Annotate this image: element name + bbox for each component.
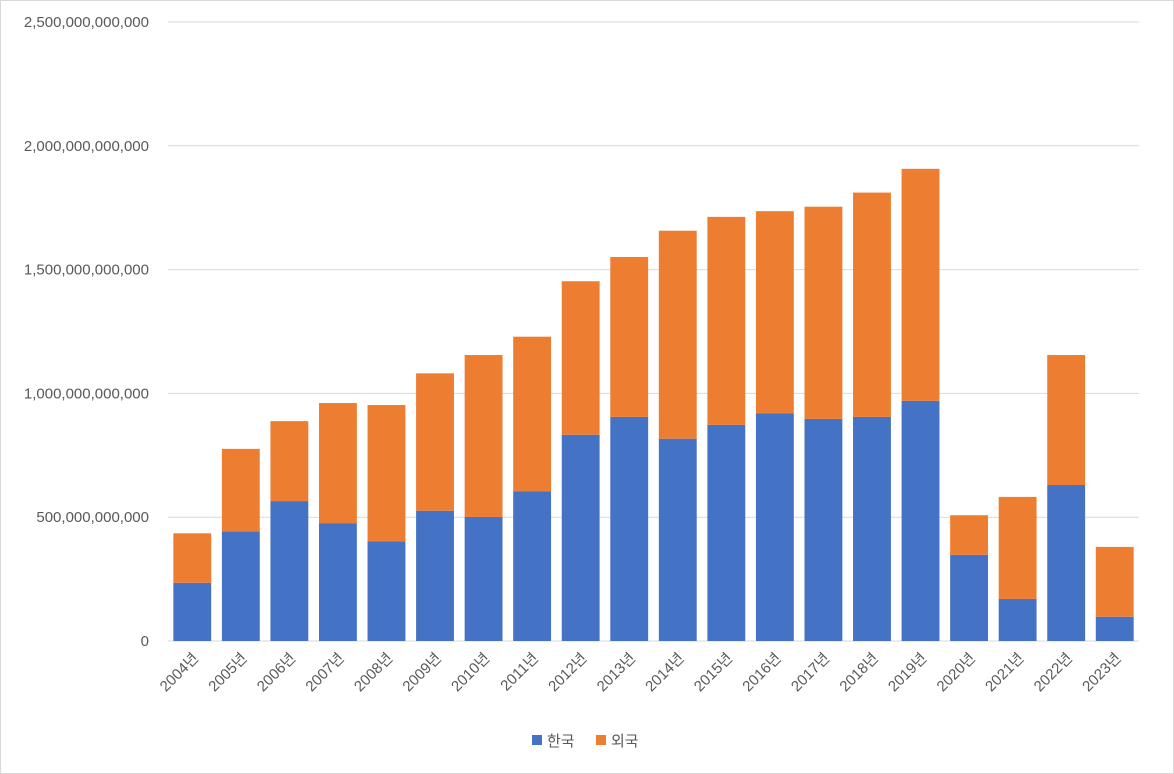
bar-foreign-2017년 <box>804 206 843 419</box>
legend-label: 외국 <box>611 733 639 750</box>
legend-swatch <box>596 735 606 745</box>
y-tick-label: 2,500,000,000,000 <box>24 14 149 31</box>
bar-foreign-2016년 <box>755 211 794 414</box>
bar-foreign-2023년 <box>1095 546 1134 617</box>
bar-korea-2006년 <box>270 501 309 641</box>
bar-foreign-2009년 <box>416 373 454 511</box>
x-tick-label: 2016년 <box>739 650 784 695</box>
x-tick-label: 2007년 <box>302 650 347 695</box>
bar-korea-2015년 <box>707 424 746 641</box>
x-tick-label: 2005년 <box>205 650 250 695</box>
bar-korea-2007년 <box>318 523 357 641</box>
bars <box>173 168 1134 641</box>
bar-foreign-2022년 <box>1047 355 1086 486</box>
x-tick-label: 2009년 <box>399 650 444 695</box>
x-tick-label: 2012년 <box>545 650 590 695</box>
bar-foreign-2012년 <box>561 281 600 435</box>
legend: 한국 외국 <box>532 733 639 750</box>
bar-foreign-2015년 <box>707 216 746 425</box>
bar-korea-2017년 <box>804 418 843 641</box>
bar-korea-2009년 <box>416 510 454 641</box>
bar-foreign-2013년 <box>610 256 649 417</box>
bar-foreign-2021년 <box>998 496 1037 599</box>
y-tick-label: 1,500,000,000,000 <box>24 262 149 279</box>
bar-korea-2005년 <box>221 531 260 641</box>
legend-label: 한국 <box>547 733 575 750</box>
bar-foreign-2006년 <box>270 421 309 502</box>
bar-foreign-2010년 <box>464 355 503 517</box>
bar-korea-2016년 <box>755 413 794 641</box>
bar-korea-2004년 <box>173 582 212 641</box>
x-tick-label: 2015년 <box>691 650 736 695</box>
bar-korea-2010년 <box>464 516 503 641</box>
x-tick-label: 2017년 <box>788 650 833 695</box>
x-tick-label: 2022년 <box>1031 650 1076 695</box>
bar-foreign-2004년 <box>173 533 212 583</box>
y-tick-label: 2,000,000,000,000 <box>24 138 149 155</box>
bar-foreign-2019년 <box>901 168 940 401</box>
y-axis-tick-labels: 0 500,000,000,000 1,000,000,000,000 1,500,0… <box>24 14 149 650</box>
x-tick-label: 2004년 <box>157 650 202 695</box>
x-tick-label: 2021년 <box>982 650 1027 695</box>
bar-korea-2019년 <box>901 400 940 641</box>
bar-korea-2021년 <box>998 598 1037 641</box>
x-tick-label: 2020년 <box>934 650 979 695</box>
bar-foreign-2008년 <box>367 405 406 542</box>
y-tick-label: 0 <box>141 633 149 650</box>
x-tick-label: 2018년 <box>836 650 881 695</box>
y-tick-label: 500,000,000,000 <box>36 509 149 526</box>
bar-korea-2008년 <box>367 541 406 641</box>
x-tick-label: 2011년 <box>497 650 542 695</box>
bar-foreign-2011년 <box>513 336 552 492</box>
x-tick-label: 2010년 <box>448 650 493 695</box>
bar-korea-2011년 <box>513 491 552 641</box>
bar-foreign-2020년 <box>950 515 989 555</box>
bar-korea-2012년 <box>561 434 600 641</box>
bar-korea-2022년 <box>1047 485 1086 641</box>
bar-foreign-2018년 <box>853 192 891 417</box>
legend-swatch <box>532 735 542 745</box>
gridlines <box>168 21 1139 642</box>
bar-korea-2013년 <box>610 416 649 641</box>
x-tick-label: 2013년 <box>594 650 639 695</box>
x-tick-label: 2019년 <box>885 650 930 695</box>
bar-korea-2018년 <box>853 416 891 641</box>
y-tick-label: 1,000,000,000,000 <box>24 385 149 402</box>
bar-korea-2020년 <box>950 554 989 641</box>
x-tick-label: 2023년 <box>1079 650 1124 695</box>
bar-foreign-2005년 <box>221 448 260 532</box>
x-tick-label: 2006년 <box>254 650 299 695</box>
bar-korea-2023년 <box>1095 616 1134 641</box>
x-axis-tick-labels: 2004년 2005년 2006년 2007년 2008년 2009년 2010년 2011년… <box>157 650 1125 695</box>
x-tick-label: 2008년 <box>351 650 396 695</box>
bar-foreign-2007년 <box>318 403 357 524</box>
bar-korea-2014년 <box>658 438 697 641</box>
bar-foreign-2014년 <box>658 230 697 439</box>
x-tick-label: 2014년 <box>642 650 687 695</box>
